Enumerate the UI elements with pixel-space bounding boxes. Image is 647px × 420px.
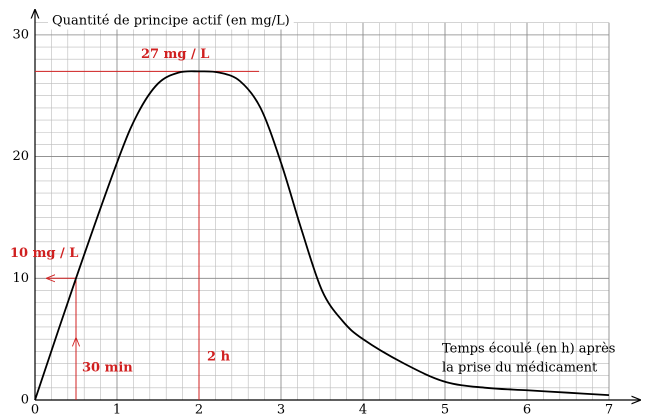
y-tick-label: 20 — [12, 149, 29, 164]
x-tick-label: 5 — [441, 403, 449, 418]
annotation: 2 h — [207, 350, 231, 365]
x-tick-label: 1 — [113, 403, 121, 418]
x-axis-label: la prise du médicament — [442, 361, 598, 376]
x-tick-label: 7 — [605, 403, 613, 418]
x-tick-label: 0 — [31, 403, 39, 418]
chart: 0 1 2 3 4 5 6 7 0 10 20 30 Quantité de principe acti… — [0, 0, 647, 420]
x-tick-label: 4 — [359, 403, 367, 418]
y-axis-label: Quantité de principe actif (en mg/L) — [52, 14, 290, 29]
y-tick-label: 30 — [12, 27, 29, 42]
annotation: 27 mg / L — [141, 47, 209, 62]
x-tick-label: 2 — [195, 403, 203, 418]
annotation: 30 min — [82, 361, 133, 376]
x-tick-label: 3 — [277, 403, 285, 418]
x-axis-label: Temps écoulé (en h) après — [442, 342, 615, 357]
y-tick-label: 0 — [21, 393, 29, 408]
x-tick-label: 6 — [523, 403, 531, 418]
annotation: 10 mg / L — [10, 246, 78, 261]
y-tick-label: 10 — [12, 271, 29, 286]
